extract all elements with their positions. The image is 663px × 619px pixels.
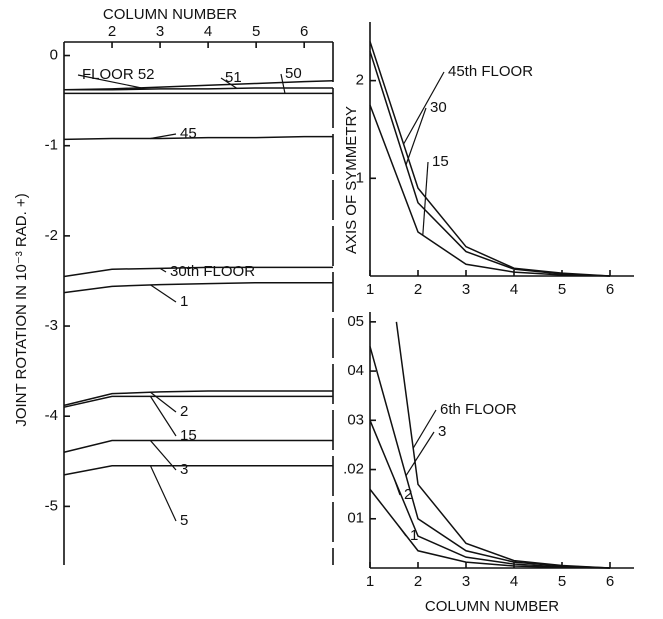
label-arrow — [405, 431, 435, 477]
label-arrow — [412, 409, 437, 449]
y-tick-label: 01 — [347, 510, 364, 527]
series-label: 1 — [180, 293, 188, 310]
x-tick-label: 2 — [414, 281, 422, 298]
series-line — [369, 346, 611, 569]
label-arrow — [149, 465, 177, 522]
x-tick-label: 6 — [606, 573, 614, 590]
symmetry-label: AXIS OF SYMMETRY — [343, 106, 360, 254]
series-line — [64, 87, 333, 91]
x-tick-label: 3 — [462, 573, 470, 590]
label-arrow — [405, 107, 427, 166]
y-tick-label: 04 — [347, 362, 364, 379]
series-label: 30th FLOOR — [170, 263, 255, 280]
x-tick-label: 5 — [558, 281, 566, 298]
label-arrow — [77, 74, 141, 89]
x-tick-label: 3 — [156, 23, 164, 40]
series-line — [63, 465, 333, 476]
x-tick-label: 1 — [366, 281, 374, 298]
series-line — [369, 104, 611, 277]
label-arrow — [150, 284, 177, 303]
y-tick-label: -4 — [45, 407, 58, 424]
y-tick-label: 03 — [347, 411, 364, 428]
series-line — [369, 41, 611, 277]
x-axis-title: COLUMN NUMBER — [425, 598, 559, 615]
y-tick-label: -5 — [45, 497, 58, 514]
y-axis-title: JOINT ROTATION IN 10⁻³ RAD. +) — [13, 193, 30, 426]
label-arrow — [220, 77, 238, 89]
series-label: 5 — [180, 512, 188, 529]
label-arrow — [280, 73, 286, 94]
label-arrow — [398, 525, 407, 537]
series-label: 50 — [285, 65, 302, 82]
series-label: 2 — [404, 486, 412, 503]
label-arrow — [403, 71, 445, 145]
series-line — [395, 321, 611, 569]
y-tick-label: 1 — [356, 169, 364, 186]
series-label: 30 — [430, 99, 447, 116]
label-arrow — [393, 477, 401, 496]
series-line — [63, 439, 333, 454]
y-tick-label: -1 — [45, 137, 58, 154]
x-tick-label: 2 — [108, 23, 116, 40]
y-tick-label: .02 — [343, 461, 364, 478]
x-axis-title: COLUMN NUMBER — [103, 6, 237, 23]
x-tick-label: 5 — [252, 23, 260, 40]
series-label: 6th FLOOR — [440, 401, 517, 418]
x-tick-label: 1 — [366, 573, 374, 590]
series-label: 45 — [180, 125, 197, 142]
series-line — [369, 51, 611, 277]
series-label: 15 — [180, 427, 197, 444]
label-arrow — [159, 267, 167, 273]
series-line — [63, 135, 333, 141]
label-arrow — [149, 396, 177, 437]
series-line — [63, 390, 333, 407]
y-tick-label: 05 — [347, 313, 364, 330]
series-label: 3 — [438, 423, 446, 440]
series-line — [63, 395, 333, 408]
x-tick-label: 2 — [414, 573, 422, 590]
label-arrow — [150, 133, 177, 140]
x-tick-label: 6 — [606, 281, 614, 298]
series-label: 45th FLOOR — [448, 63, 533, 80]
x-tick-label: 4 — [510, 573, 518, 590]
x-tick-label: 3 — [462, 281, 470, 298]
series-label: 2 — [180, 403, 188, 420]
y-tick-label: 2 — [356, 72, 364, 89]
series-label: 3 — [180, 461, 188, 478]
series-line — [63, 266, 333, 278]
series-line — [63, 80, 334, 91]
y-tick-label: -3 — [45, 317, 58, 334]
x-tick-label: 4 — [510, 281, 518, 298]
series-line — [63, 282, 333, 294]
y-tick-label: -2 — [45, 227, 58, 244]
x-tick-label: 5 — [558, 573, 566, 590]
y-tick-label: 0 — [50, 46, 58, 63]
label-arrow — [422, 161, 429, 236]
x-tick-label: 4 — [204, 23, 212, 40]
series-label: 15 — [432, 153, 449, 170]
series-label: 51 — [225, 69, 242, 86]
label-arrow — [150, 391, 177, 413]
series-label: FLOOR 52 — [82, 66, 155, 83]
series-label: 1 — [410, 527, 418, 544]
x-tick-label: 6 — [300, 23, 308, 40]
series-line — [369, 488, 611, 569]
